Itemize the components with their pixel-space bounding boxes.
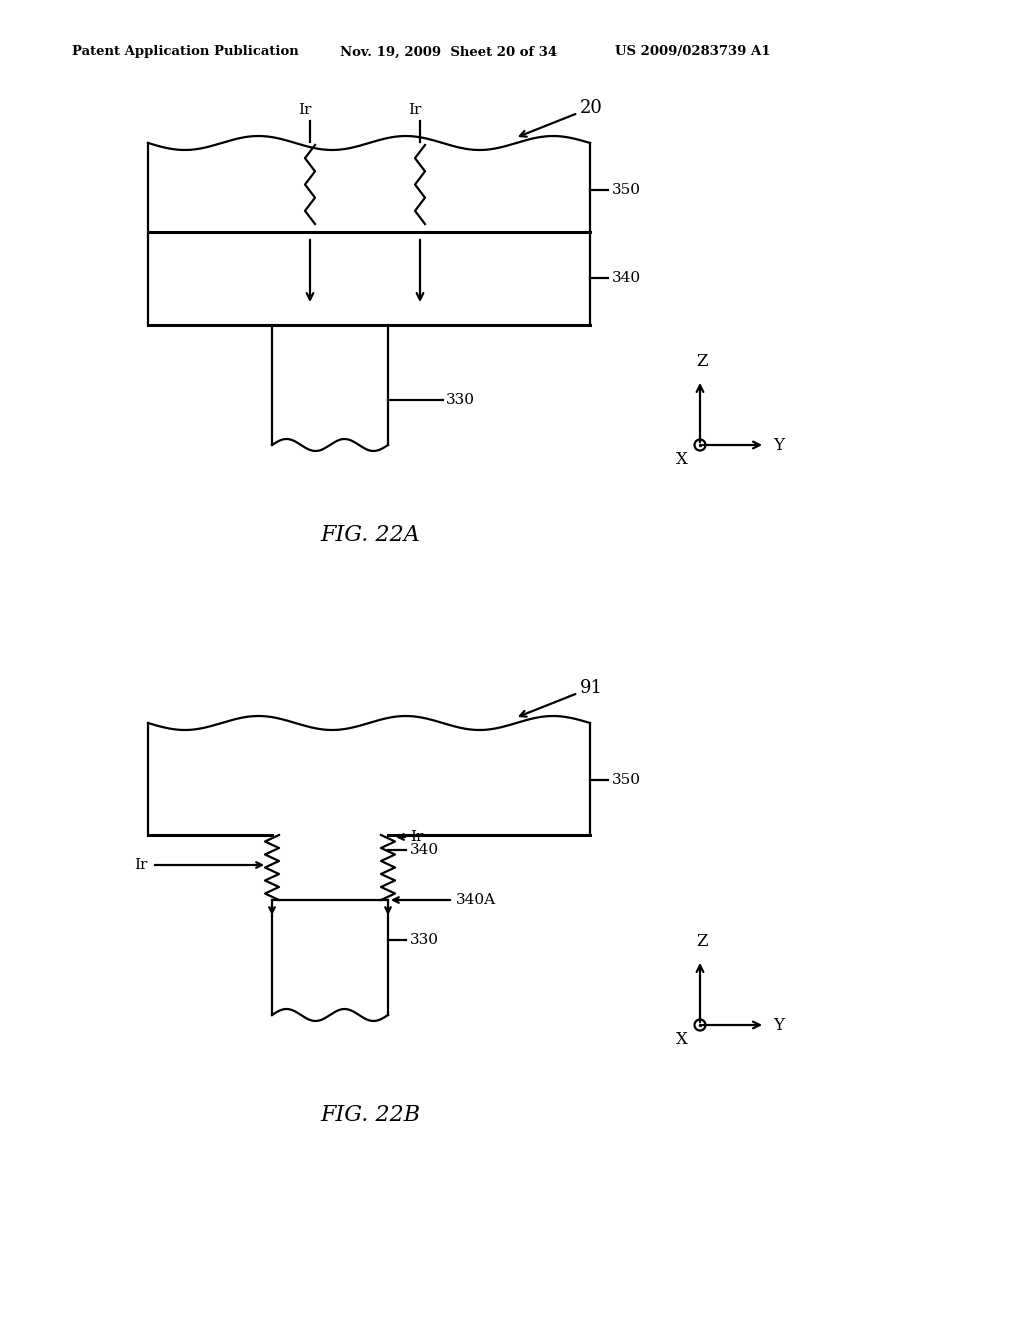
Text: 20: 20 [580, 99, 603, 117]
Text: FIG. 22B: FIG. 22B [319, 1104, 420, 1126]
Text: Z: Z [696, 352, 708, 370]
Text: 350: 350 [612, 774, 641, 787]
Text: Z: Z [696, 933, 708, 950]
Text: Patent Application Publication: Patent Application Publication [72, 45, 299, 58]
Text: 340A: 340A [456, 894, 496, 907]
Text: 340: 340 [612, 271, 641, 285]
Text: 91: 91 [580, 678, 603, 697]
Text: Ir: Ir [410, 830, 423, 843]
Text: Ir: Ir [409, 103, 422, 117]
Text: Y: Y [773, 1016, 784, 1034]
Text: Nov. 19, 2009  Sheet 20 of 34: Nov. 19, 2009 Sheet 20 of 34 [340, 45, 557, 58]
Text: X: X [676, 451, 688, 469]
Text: 350: 350 [612, 183, 641, 197]
Text: 330: 330 [446, 393, 475, 407]
Text: X: X [676, 1031, 688, 1048]
Text: FIG. 22A: FIG. 22A [321, 524, 420, 546]
Text: Y: Y [773, 437, 784, 454]
Text: US 2009/0283739 A1: US 2009/0283739 A1 [615, 45, 770, 58]
Text: Ir: Ir [298, 103, 311, 117]
Text: 330: 330 [410, 933, 439, 946]
Text: Ir: Ir [134, 858, 148, 873]
Text: 340: 340 [410, 843, 439, 857]
